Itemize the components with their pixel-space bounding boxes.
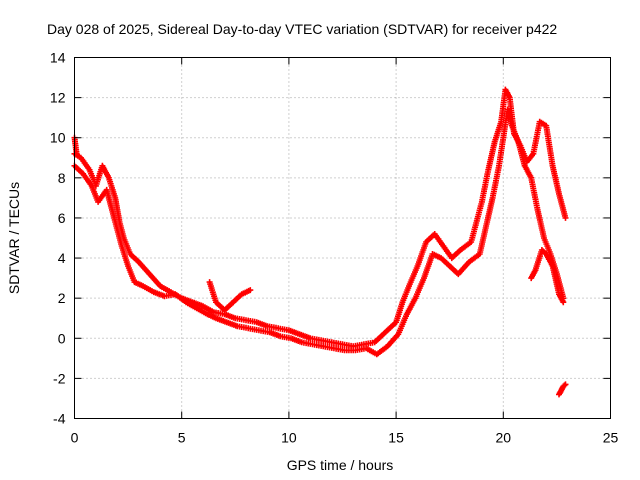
y-tick-label: 4 [58, 250, 66, 266]
data-series [71, 86, 569, 398]
x-tick-label: 20 [496, 430, 512, 446]
plot-frame [74, 57, 611, 419]
y-tick-label: 0 [58, 330, 66, 346]
y-tick-label: 8 [58, 170, 66, 186]
plus-markers [206, 279, 254, 314]
series-line [73, 109, 565, 356]
x-axis-label: GPS time / hours [287, 457, 394, 473]
plus-markers [528, 247, 567, 306]
y-tick-label: -2 [53, 370, 66, 386]
y-tick-label: 12 [50, 90, 66, 106]
y-axis-label: SDTVAR / TECUs [6, 182, 22, 294]
x-tick-label: 25 [603, 430, 619, 446]
axis-ticks: 0 5 10 15 20 25 -4 -2 0 2 4 6 8 10 12 14 [50, 50, 619, 446]
grid-lines [74, 57, 611, 419]
x-tick-label: 0 [71, 430, 79, 446]
series-upper-trace [71, 86, 569, 350]
x-tick-label: 15 [388, 430, 404, 446]
plus-markers [556, 381, 569, 398]
y-tick-label: -4 [53, 411, 66, 427]
x-tick-label: 5 [178, 430, 186, 446]
series-end-fragment [556, 381, 569, 398]
series-line [74, 87, 567, 348]
y-tick-label: 2 [58, 290, 66, 306]
series-evening-spur [206, 279, 254, 314]
plus-markers [71, 86, 569, 350]
chart-title: Day 028 of 2025, Sidereal Day-to-day VTE… [47, 21, 557, 37]
y-tick-label: 6 [58, 210, 66, 226]
series-late-dip [528, 247, 567, 306]
y-tick-label: 14 [50, 50, 66, 66]
x-tick-label: 10 [281, 430, 297, 446]
y-tick-label: 10 [50, 130, 66, 146]
